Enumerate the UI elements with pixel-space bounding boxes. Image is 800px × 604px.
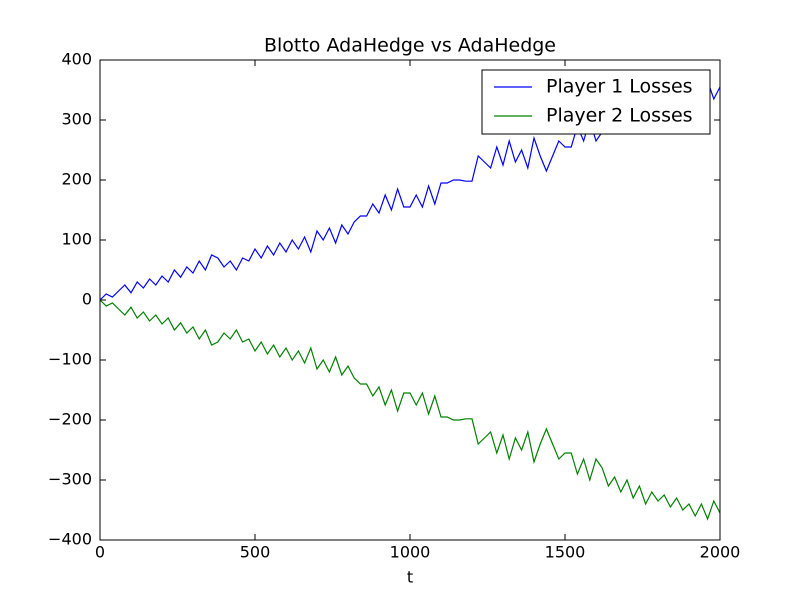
y-tick-label: −300 [48,470,92,489]
plot-frame [99,59,721,541]
y-tick-label: −400 [48,530,92,549]
y-tick-label: −100 [48,350,92,369]
x-tick-label: 500 [240,543,271,562]
y-tick-label: 0 [82,290,92,309]
legend-label: Player 2 Losses [546,105,693,127]
x-tick-label: 1000 [390,543,431,562]
y-tick-label: −200 [48,410,92,429]
legend: Player 1 Losses Player 2 Losses [481,69,711,135]
legend-label: Player 1 Losses [546,76,693,98]
chart-title: Blotto AdaHedge vs AdaHedge [264,35,556,57]
y-tick-label: 100 [61,230,92,249]
y-tick-label: 400 [61,50,92,69]
x-tick-label: 1500 [545,543,586,562]
series-line [99,299,721,521]
x-axis-label: t [407,568,413,587]
x-tick-label: 0 [95,543,105,562]
x-tick-label: 2000 [700,543,741,562]
legend-box [481,69,711,135]
y-tick-label: 200 [61,170,92,189]
y-tick-label: 300 [61,110,92,129]
